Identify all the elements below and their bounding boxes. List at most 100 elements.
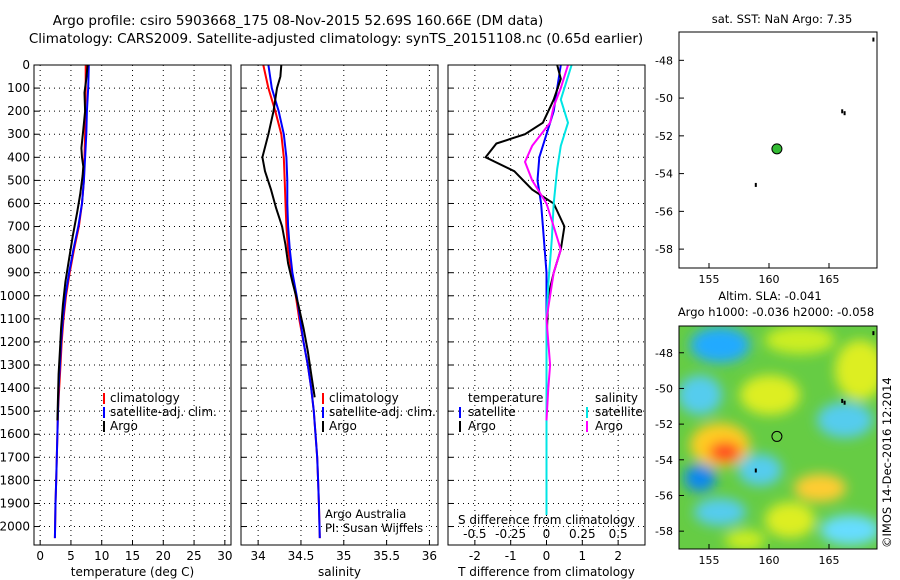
x-tick-label: -2 xyxy=(469,549,481,563)
x-tick-label: 34 xyxy=(250,549,265,563)
x-tick-label: 30 xyxy=(217,549,232,563)
x-axis-label: temperature (deg C) xyxy=(71,565,194,579)
x-tick-label: -1 xyxy=(505,549,517,563)
y-tick-label: 400 xyxy=(7,150,30,164)
x-tick-label: 15 xyxy=(125,549,140,563)
map-y-tick-label: -56 xyxy=(655,205,673,218)
x-tick-label: 34.5 xyxy=(288,549,315,563)
series-line xyxy=(53,64,90,539)
top-axis-label: S difference from climatology xyxy=(458,513,635,527)
series-line xyxy=(261,64,316,398)
map-frame xyxy=(678,325,878,550)
y-tick-label: 700 xyxy=(7,220,30,234)
sst-map: 155 160 165 -48 -50 -52 -54 -56 -58 xyxy=(655,31,878,286)
y-tick-label: 300 xyxy=(7,127,30,141)
legend-label: Argo xyxy=(595,419,623,433)
top-tick-label: 0 xyxy=(543,527,551,541)
legend-label: Argo xyxy=(110,419,138,433)
sla-map-title-line-2: Argo h1000: -0.036 h2000: -0.058 xyxy=(678,305,874,319)
map-y-tick-label: -50 xyxy=(655,382,673,395)
legend-label: climatology xyxy=(110,391,180,405)
legend-label: temperature xyxy=(468,391,543,405)
map-y-tick-label: -56 xyxy=(655,489,673,502)
x-tick-label: 5 xyxy=(67,549,75,563)
watermark-text: ©IMOS 14-Dec-2016 12:2014 xyxy=(880,377,894,548)
plot-frame xyxy=(240,64,439,546)
map-y-tick-label: -54 xyxy=(655,454,673,467)
legend-label: satellite xyxy=(595,405,643,419)
title-line-2: Climatology: CARS2009. Satellite-adjuste… xyxy=(29,31,643,47)
y-tick-label: 1100 xyxy=(0,312,30,326)
y-tick-label: 100 xyxy=(7,81,30,95)
y-tick-label: 1500 xyxy=(0,404,30,418)
x-tick-label: 25 xyxy=(186,549,201,563)
series-line xyxy=(267,64,321,539)
x-tick-label: 36 xyxy=(422,549,437,563)
legend-label: climatology xyxy=(329,391,399,405)
pi-text: PI: Susan Wijffels xyxy=(325,521,423,535)
series-line xyxy=(484,64,566,421)
top-tick-label: -0.5 xyxy=(463,527,486,541)
y-tick-label: 900 xyxy=(7,266,30,280)
y-tick-label: 2000 xyxy=(0,520,30,534)
credit-text: Argo Australia xyxy=(325,507,406,521)
island-marker xyxy=(872,37,875,42)
sst-map-title: sat. SST: NaN Argo: 7.35 xyxy=(712,12,853,26)
y-tick-label: 1000 xyxy=(0,289,30,303)
y-tick-label: 200 xyxy=(7,104,30,118)
x-axis-label: T difference from climatology xyxy=(457,565,635,579)
legend-label: salinity xyxy=(595,391,638,405)
title-line-1: Argo profile: csiro 5903668_175 08-Nov-2… xyxy=(53,13,544,29)
series-line xyxy=(56,64,89,421)
map-y-tick-label: -58 xyxy=(655,525,673,538)
sla-heatmap xyxy=(679,326,877,549)
map-x-tick-label: 165 xyxy=(819,273,840,286)
x-tick-label: 0 xyxy=(36,549,44,563)
series-line xyxy=(262,64,321,539)
y-tick-label: 1700 xyxy=(0,450,30,464)
sla-map-title-line-1: Altim. SLA: -0.041 xyxy=(718,289,822,303)
map-y-tick-label: -54 xyxy=(655,168,673,181)
island-marker xyxy=(841,398,844,403)
x-tick-label: 35 xyxy=(336,549,351,563)
island-marker xyxy=(843,111,846,116)
map-x-tick-label: 160 xyxy=(759,273,780,286)
map-x-tick-label: 155 xyxy=(699,554,720,567)
top-tick-label: 0.25 xyxy=(569,527,596,541)
x-tick-label: 0 xyxy=(543,549,551,563)
map-frame xyxy=(678,31,878,269)
map-y-tick-label: -52 xyxy=(655,418,673,431)
x-tick-label: 35.5 xyxy=(373,549,400,563)
x-axis-label: salinity xyxy=(318,565,361,579)
series-line xyxy=(545,64,573,515)
legend-label: Argo xyxy=(468,419,496,433)
x-tick-label: 1 xyxy=(578,549,586,563)
legend-label: satellite-adj. clim. xyxy=(110,405,217,419)
y-tick-label: 1300 xyxy=(0,358,30,372)
island-marker xyxy=(754,468,757,473)
salinity-panel: 34 34.5 35 35.5 36 salinity climatologysatelli… xyxy=(240,64,439,579)
x-tick-label: 2 xyxy=(614,549,622,563)
temperature-panel: 0 5 10 15 20 25 30 temperature (deg C) 0 100 200 30… xyxy=(0,58,232,579)
map-x-tick-label: 165 xyxy=(819,554,840,567)
series-line xyxy=(523,64,569,421)
top-tick-label: -0.25 xyxy=(495,527,526,541)
map-y-tick-label: -48 xyxy=(655,347,673,360)
y-tick-label: 1900 xyxy=(0,496,30,510)
map-y-tick-label: -52 xyxy=(655,130,673,143)
island-marker xyxy=(754,182,757,187)
y-tick-label: 1800 xyxy=(0,473,30,487)
y-tick-label: 1400 xyxy=(0,381,30,395)
y-tick-label: 1200 xyxy=(0,335,30,349)
argo-position-marker xyxy=(771,143,783,155)
y-tick-label: 600 xyxy=(7,196,30,210)
legend-label: satellite-adj. clim. xyxy=(329,405,436,419)
legend-label: Argo xyxy=(329,419,357,433)
difference-panel: -2 -1 0 1 2 T difference from climatology S di… xyxy=(447,64,646,579)
map-y-tick-label: -50 xyxy=(655,92,673,105)
island-marker xyxy=(872,331,875,336)
series-line xyxy=(53,65,87,539)
y-tick-label: 500 xyxy=(7,173,30,187)
island-marker xyxy=(841,109,844,114)
